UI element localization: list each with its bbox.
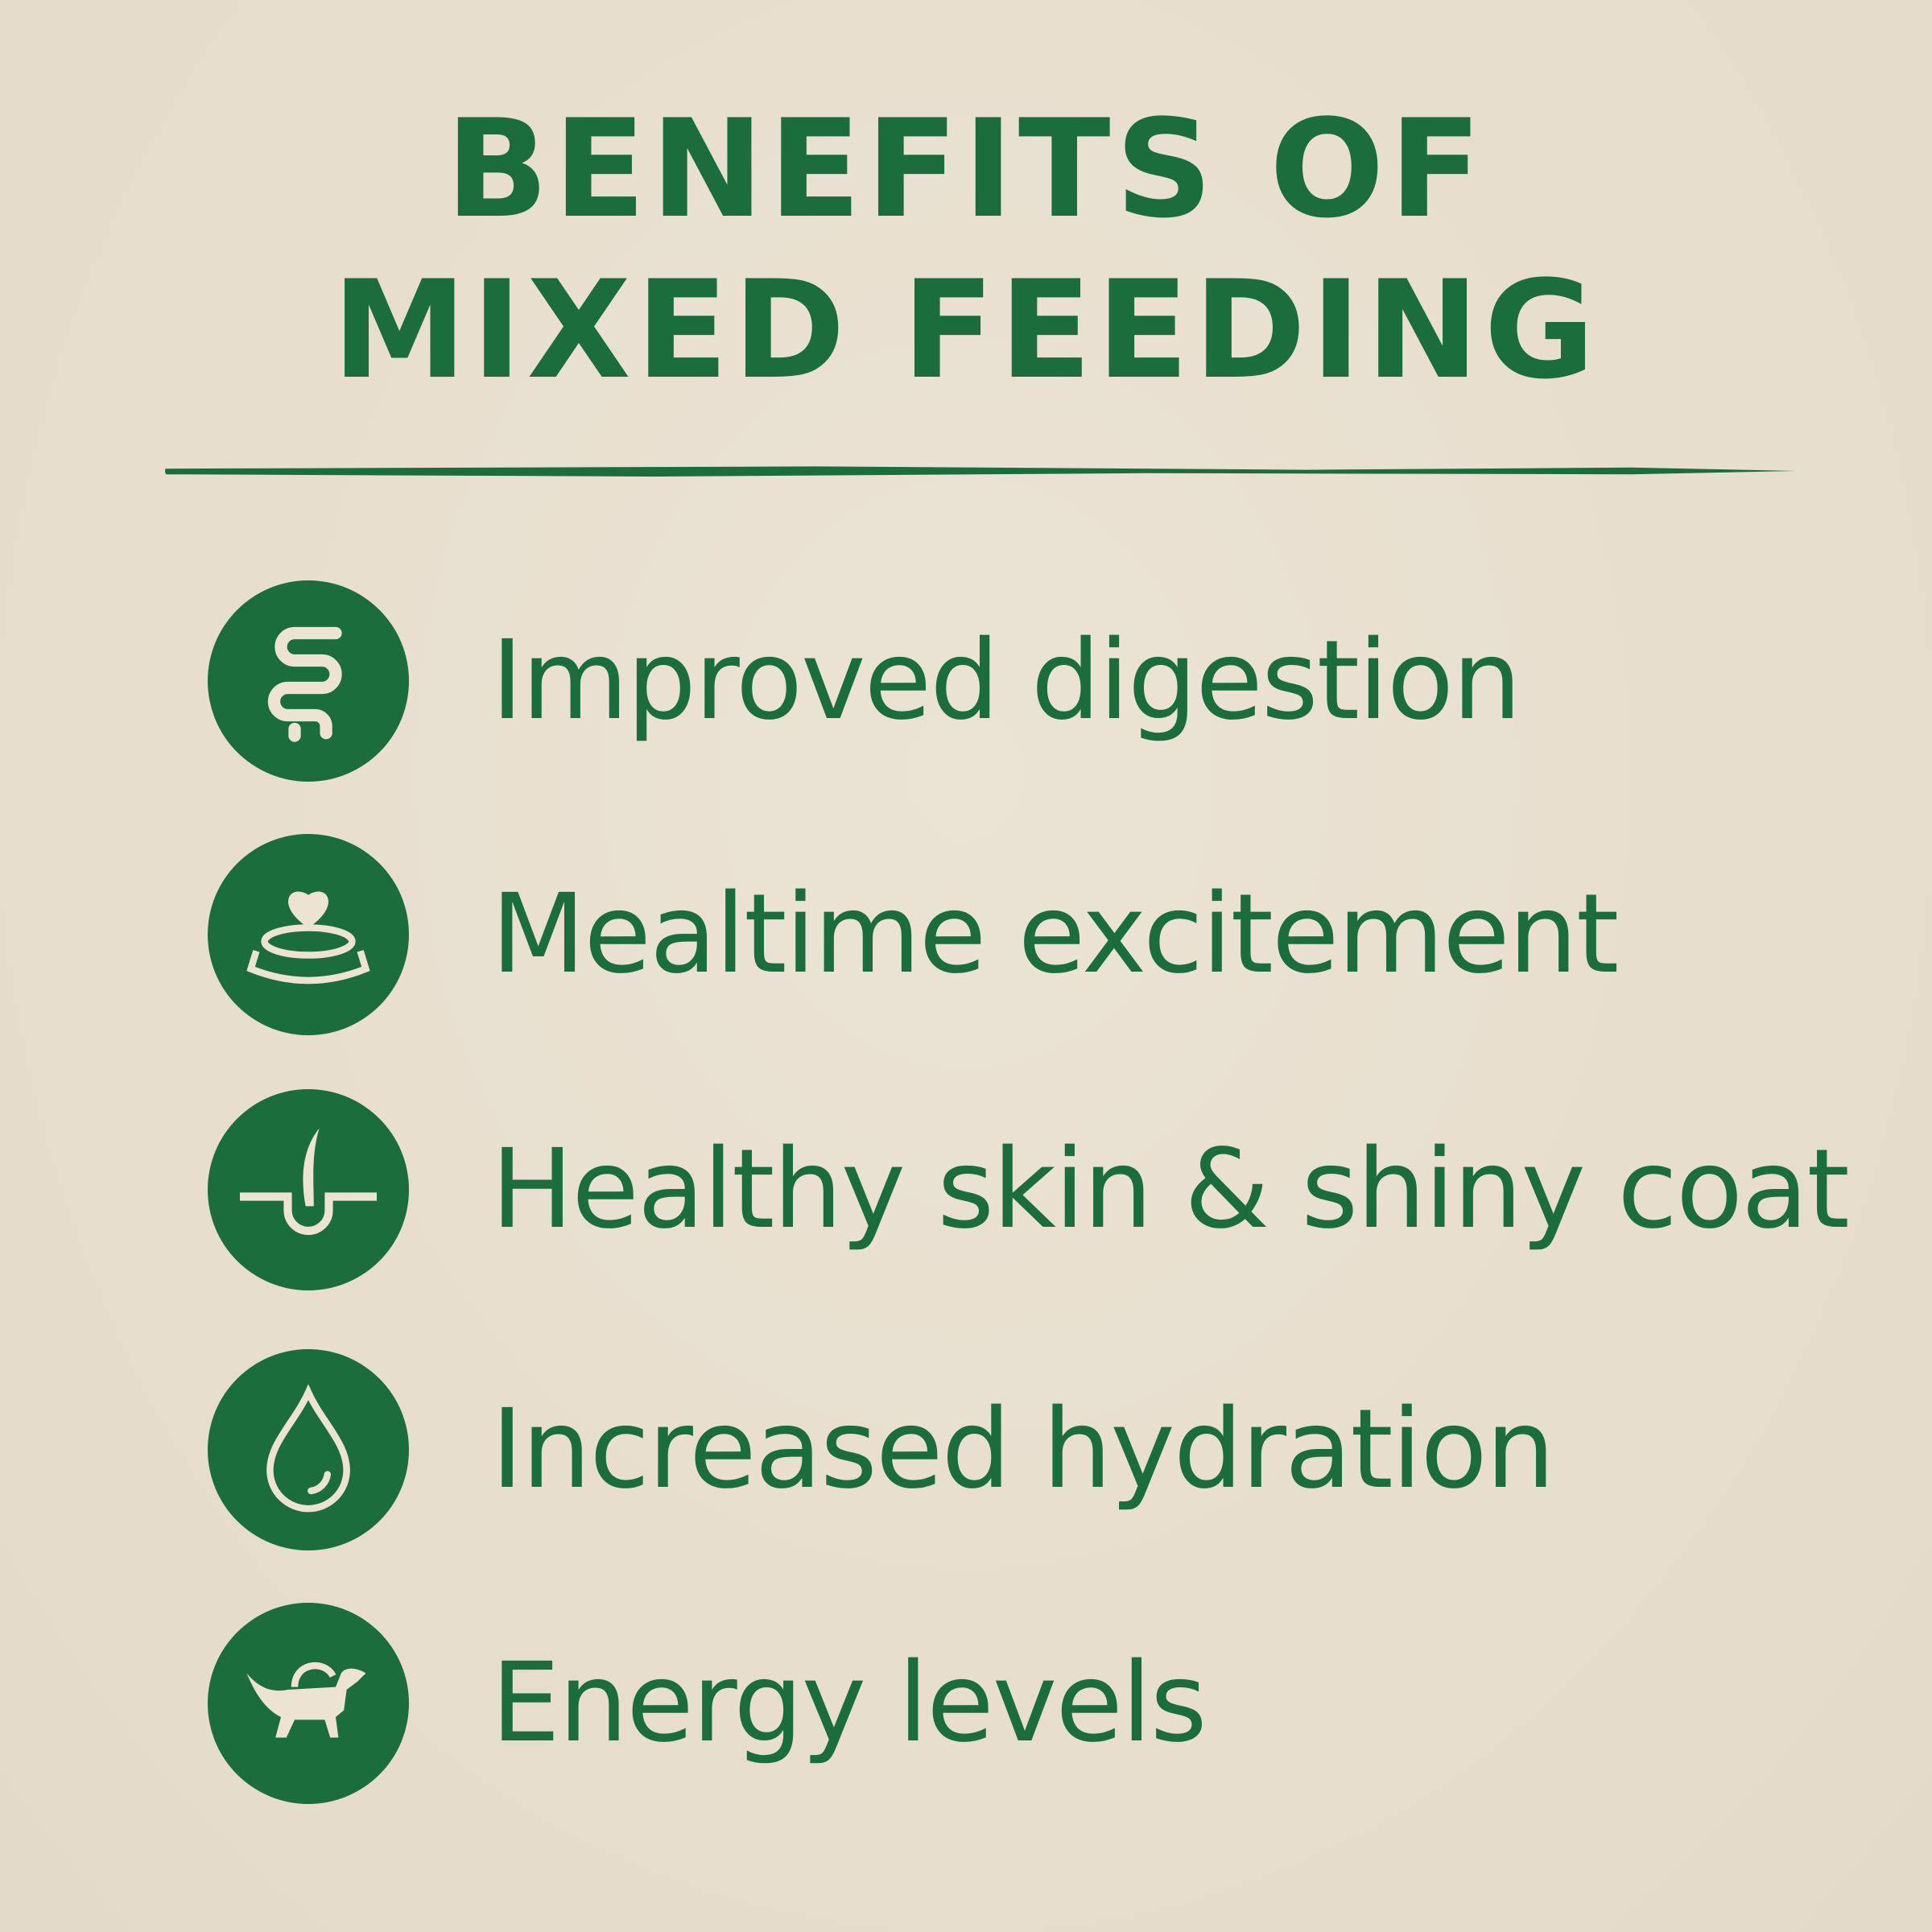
benefit-label: Increased hydration	[491, 1386, 1555, 1513]
benefit-label: Mealtime excitement	[491, 871, 1619, 998]
benefit-item: Energy levels	[208, 1603, 1208, 1804]
benefit-item: Mealtime excitement	[208, 834, 1619, 1035]
title-line-1: BENEFITS OF	[445, 90, 1487, 248]
benefit-label: Energy levels	[491, 1640, 1208, 1767]
benefit-label: Improved digestion	[491, 617, 1521, 745]
hair-follicle-icon	[208, 1089, 409, 1290]
intestine-icon	[208, 580, 409, 782]
benefit-label: Healthy skin & shiny coat	[491, 1126, 1850, 1253]
title-line-2: MIXED FEEDING	[332, 251, 1600, 409]
benefit-item: Improved digestion	[208, 580, 1521, 782]
bowl-heart-icon	[208, 834, 409, 1035]
dog-energy-icon	[208, 1603, 409, 1804]
page-title: BENEFITS OF MIXED FEEDING	[0, 89, 1932, 411]
benefit-item: Increased hydration	[208, 1349, 1555, 1550]
water-drop-icon	[208, 1349, 409, 1550]
benefit-item: Healthy skin & shiny coat	[208, 1089, 1850, 1290]
